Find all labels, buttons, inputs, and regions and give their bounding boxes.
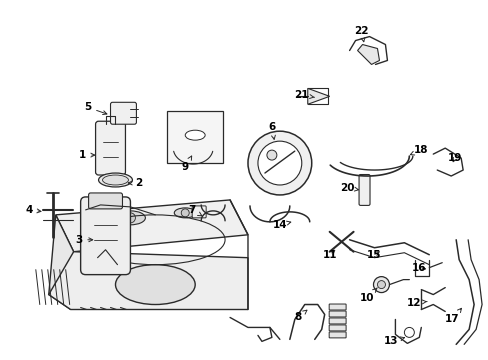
- Text: 9: 9: [182, 156, 191, 172]
- Circle shape: [266, 150, 276, 160]
- Text: 21: 21: [294, 90, 314, 100]
- Circle shape: [404, 328, 413, 337]
- Text: 1: 1: [79, 150, 95, 160]
- Text: 20: 20: [340, 183, 358, 193]
- Text: 5: 5: [84, 102, 107, 114]
- Text: 15: 15: [366, 250, 381, 260]
- Ellipse shape: [115, 211, 145, 225]
- FancyBboxPatch shape: [328, 311, 346, 317]
- Ellipse shape: [102, 175, 128, 185]
- Text: 22: 22: [354, 26, 368, 42]
- FancyBboxPatch shape: [110, 102, 136, 124]
- FancyBboxPatch shape: [328, 332, 346, 338]
- FancyBboxPatch shape: [95, 121, 125, 175]
- Circle shape: [377, 280, 385, 289]
- Polygon shape: [49, 215, 74, 310]
- Text: 8: 8: [294, 310, 306, 323]
- Text: 6: 6: [268, 122, 275, 139]
- FancyBboxPatch shape: [88, 193, 122, 209]
- Text: 19: 19: [447, 153, 462, 163]
- Circle shape: [125, 213, 135, 223]
- Text: 11: 11: [322, 250, 336, 260]
- Text: 13: 13: [384, 336, 404, 346]
- Circle shape: [247, 131, 311, 195]
- Circle shape: [373, 276, 388, 293]
- Text: 14: 14: [272, 220, 290, 230]
- Polygon shape: [357, 45, 379, 64]
- Circle shape: [258, 141, 301, 185]
- Text: 12: 12: [406, 297, 426, 307]
- FancyBboxPatch shape: [167, 111, 223, 163]
- FancyBboxPatch shape: [81, 197, 130, 275]
- Text: 3: 3: [75, 235, 93, 245]
- FancyBboxPatch shape: [358, 175, 369, 206]
- Polygon shape: [307, 88, 329, 104]
- FancyBboxPatch shape: [328, 304, 346, 310]
- FancyBboxPatch shape: [328, 325, 346, 331]
- Text: 4: 4: [25, 205, 41, 215]
- Ellipse shape: [115, 265, 195, 305]
- Text: 7: 7: [188, 205, 202, 216]
- Text: 16: 16: [411, 263, 426, 273]
- Ellipse shape: [99, 173, 132, 187]
- Circle shape: [181, 209, 189, 217]
- Polygon shape: [56, 200, 247, 252]
- Text: 17: 17: [444, 309, 461, 324]
- Polygon shape: [49, 252, 247, 310]
- FancyBboxPatch shape: [192, 206, 206, 218]
- Text: 10: 10: [360, 288, 377, 302]
- Ellipse shape: [185, 130, 205, 140]
- FancyBboxPatch shape: [328, 318, 346, 324]
- Text: 18: 18: [409, 145, 427, 155]
- Ellipse shape: [174, 208, 196, 218]
- Text: 2: 2: [128, 178, 142, 188]
